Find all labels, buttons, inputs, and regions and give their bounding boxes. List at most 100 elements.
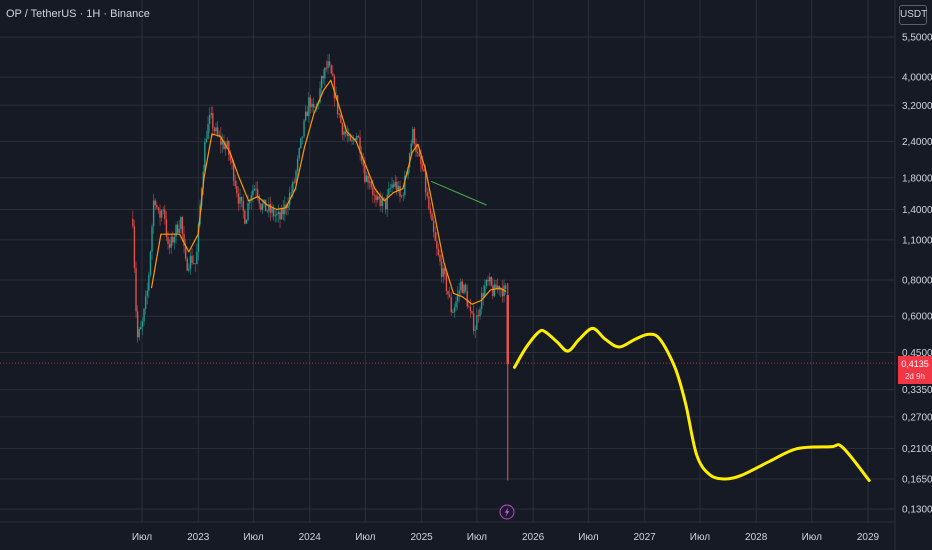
candle-body bbox=[210, 113, 212, 115]
candle-body bbox=[188, 268, 190, 271]
candle-body bbox=[311, 103, 313, 108]
candle-body bbox=[264, 199, 267, 212]
candle-body bbox=[490, 276, 492, 286]
price-tick-label: 5,5000 bbox=[902, 33, 932, 44]
candle-body bbox=[224, 145, 227, 149]
candle-body bbox=[175, 224, 177, 237]
candle-body bbox=[168, 243, 171, 248]
time-tick-label: 2025 bbox=[410, 532, 433, 543]
candle-body bbox=[320, 75, 323, 89]
candle-body bbox=[492, 285, 494, 297]
candle-body bbox=[184, 245, 187, 259]
candle-body bbox=[464, 284, 467, 291]
price-tick-label: 0,6000 bbox=[902, 312, 932, 323]
candle-body bbox=[141, 321, 144, 327]
candle-body bbox=[280, 207, 283, 220]
candle-body bbox=[276, 213, 278, 216]
candle-body bbox=[424, 171, 427, 193]
currency-button[interactable]: USDT bbox=[899, 5, 927, 25]
candle-body bbox=[439, 254, 441, 262]
candle-body bbox=[381, 197, 384, 207]
candle-body bbox=[429, 208, 432, 214]
candle-body bbox=[269, 204, 272, 213]
candle-body bbox=[220, 135, 222, 145]
candle-body bbox=[293, 181, 296, 183]
candle-body bbox=[154, 200, 156, 206]
candle-body bbox=[152, 200, 155, 227]
candle-body bbox=[487, 279, 489, 282]
candle-body bbox=[250, 195, 252, 202]
candle-body bbox=[252, 190, 254, 196]
time-axis[interactable]: Июл 2023 Июл 2024 Июл 2025 Июл 2026 Июл 2027 Июл 20… bbox=[132, 532, 880, 543]
candle-body bbox=[344, 131, 347, 135]
candle-body bbox=[504, 285, 507, 289]
candle-body bbox=[156, 205, 158, 208]
crash-candle-body bbox=[506, 295, 509, 365]
candle-body bbox=[428, 196, 430, 209]
candle-body bbox=[301, 136, 304, 138]
candle-body bbox=[351, 140, 353, 142]
candle-body bbox=[268, 204, 270, 211]
time-tick-label: Июл bbox=[578, 532, 598, 543]
candle-body bbox=[260, 203, 262, 210]
candle-body bbox=[287, 205, 289, 209]
candle-body bbox=[357, 135, 360, 138]
symbol-title[interactable]: OP / TetherUS · 1H · Binance bbox=[6, 8, 150, 20]
candle-body bbox=[413, 128, 416, 144]
projection-drawing[interactable] bbox=[513, 326, 871, 482]
candle-body bbox=[493, 284, 496, 297]
price-tick-label: 0,3350 bbox=[902, 385, 932, 396]
candle-body bbox=[468, 306, 470, 308]
candle-body bbox=[471, 311, 473, 314]
candle-body bbox=[312, 103, 315, 108]
time-tick-label: Июл bbox=[132, 532, 152, 543]
candle-body bbox=[469, 306, 472, 312]
candle-body bbox=[455, 301, 457, 308]
candle-body bbox=[205, 138, 208, 142]
candle-body bbox=[340, 115, 342, 123]
candle-body bbox=[248, 201, 251, 204]
candle-body bbox=[420, 156, 422, 164]
candle-body bbox=[383, 197, 385, 199]
candle-body bbox=[303, 120, 305, 137]
candle-body bbox=[178, 228, 180, 233]
candle-body bbox=[368, 181, 371, 183]
candle-body bbox=[348, 134, 350, 136]
candle-body bbox=[304, 111, 307, 121]
candle-body bbox=[380, 198, 382, 207]
candle-body bbox=[192, 263, 195, 264]
candle-body bbox=[402, 195, 404, 196]
candle-body bbox=[445, 274, 448, 291]
candle-body bbox=[143, 308, 145, 322]
candle-body bbox=[480, 293, 483, 310]
candle-body bbox=[160, 210, 163, 218]
candle-body bbox=[244, 210, 246, 224]
candle-body bbox=[349, 134, 352, 141]
candle-body bbox=[255, 188, 257, 190]
price-tick-label: 4,0000 bbox=[902, 73, 932, 84]
candles bbox=[132, 53, 509, 481]
lightning-icon[interactable] bbox=[499, 504, 515, 520]
candle-body bbox=[162, 209, 164, 211]
candle-body bbox=[146, 290, 148, 297]
candle-body bbox=[213, 128, 216, 132]
price-axis[interactable]: 5,5000 4,0000 3,2000 2,4000 1,8000 1,4000 1,10… bbox=[902, 33, 932, 516]
candle-body bbox=[277, 211, 280, 214]
candle-body bbox=[386, 194, 388, 210]
candle-body bbox=[133, 226, 136, 269]
candle-body bbox=[388, 188, 390, 195]
candle-body bbox=[346, 134, 348, 136]
candle-body bbox=[356, 135, 358, 141]
moving-average-line bbox=[150, 79, 507, 305]
candle-body bbox=[496, 285, 499, 290]
candle-body bbox=[176, 224, 179, 233]
candle-body bbox=[149, 251, 152, 275]
candle-body bbox=[365, 175, 368, 182]
candle-body bbox=[488, 276, 491, 282]
candle-body bbox=[208, 114, 211, 125]
candle-body bbox=[330, 65, 332, 74]
candle-body bbox=[237, 193, 240, 204]
candle-body bbox=[319, 88, 321, 103]
candle-body bbox=[212, 113, 214, 129]
